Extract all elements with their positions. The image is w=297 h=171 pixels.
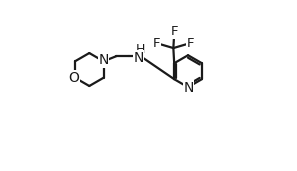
- Text: H: H: [136, 43, 145, 56]
- Text: F: F: [170, 25, 178, 38]
- Text: O: O: [69, 71, 80, 85]
- Text: N: N: [183, 81, 194, 95]
- Text: F: F: [153, 37, 160, 50]
- Text: N: N: [133, 51, 143, 65]
- Text: N: N: [98, 53, 109, 67]
- Text: F: F: [187, 37, 194, 50]
